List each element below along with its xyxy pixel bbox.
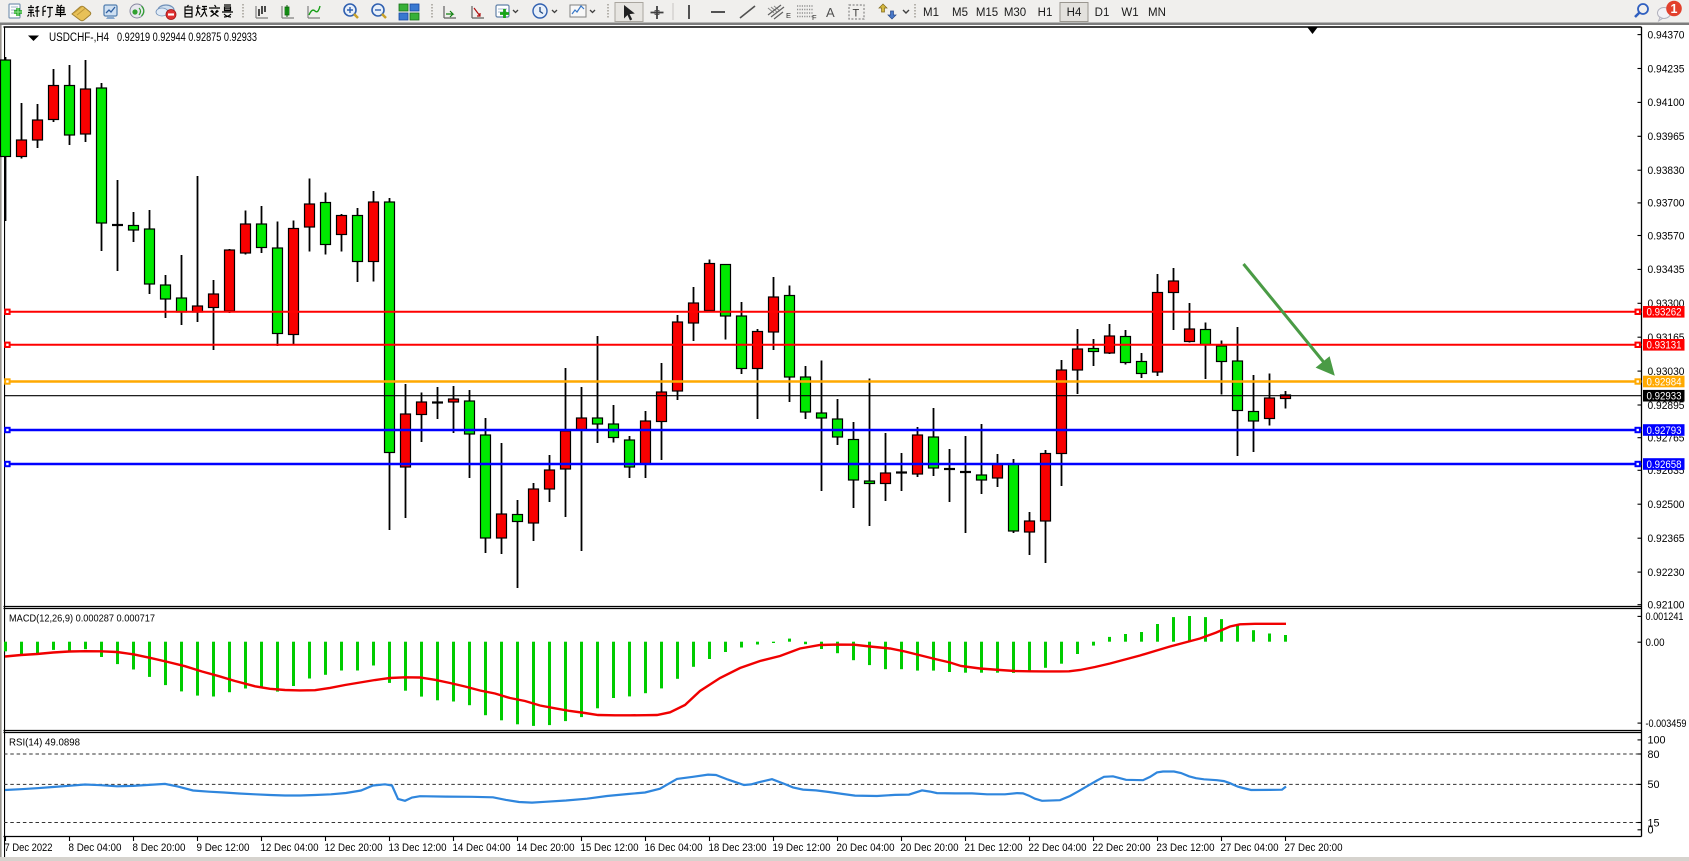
svg-text:14 Dec 20:00: 14 Dec 20:00	[517, 842, 575, 854]
svg-text:H1: H1	[1038, 7, 1053, 19]
svg-text:0.93262: 0.93262	[1647, 307, 1682, 319]
svg-text:M5: M5	[952, 7, 968, 19]
svg-text:27 Dec 20:00: 27 Dec 20:00	[1285, 842, 1343, 854]
svg-text:USDCHF-,H4: USDCHF-,H4	[49, 32, 110, 44]
svg-text:0.93570: 0.93570	[1648, 230, 1685, 242]
svg-text:0.93700: 0.93700	[1648, 198, 1685, 210]
svg-text:80: 80	[1648, 749, 1660, 761]
svg-text:T: T	[853, 8, 860, 20]
svg-text:-0.003459: -0.003459	[1646, 718, 1687, 730]
svg-text:0.92500: 0.92500	[1648, 499, 1685, 511]
svg-text:100: 100	[1648, 735, 1666, 747]
svg-text:14 Dec 04:00: 14 Dec 04:00	[453, 842, 511, 854]
svg-text:M15: M15	[976, 7, 998, 19]
svg-text:0.92658: 0.92658	[1647, 459, 1682, 471]
svg-text:A: A	[826, 5, 835, 20]
svg-text:M1: M1	[923, 7, 939, 19]
svg-text:22 Dec 20:00: 22 Dec 20:00	[1093, 842, 1151, 854]
svg-text:20 Dec 04:00: 20 Dec 04:00	[837, 842, 895, 854]
svg-text:21 Dec 12:00: 21 Dec 12:00	[965, 842, 1023, 854]
svg-text:7 Dec 2022: 7 Dec 2022	[5, 842, 53, 854]
svg-text:0.92365: 0.92365	[1648, 533, 1685, 545]
svg-text:19 Dec 12:00: 19 Dec 12:00	[773, 842, 831, 854]
svg-text:0.92230: 0.92230	[1648, 567, 1685, 579]
svg-text:20 Dec 20:00: 20 Dec 20:00	[901, 842, 959, 854]
svg-text:0.94235: 0.94235	[1648, 63, 1685, 75]
svg-text:15 Dec 12:00: 15 Dec 12:00	[581, 842, 639, 854]
svg-text:0.93830: 0.93830	[1648, 165, 1685, 177]
svg-text:0.93131: 0.93131	[1647, 340, 1682, 352]
svg-text:13 Dec 12:00: 13 Dec 12:00	[389, 842, 447, 854]
svg-text:RSI(14) 49.0898: RSI(14) 49.0898	[9, 737, 80, 749]
svg-text:D1: D1	[1095, 7, 1110, 19]
svg-text:0.94370: 0.94370	[1648, 29, 1685, 41]
svg-text:22 Dec 04:00: 22 Dec 04:00	[1029, 842, 1087, 854]
svg-text:0.93435: 0.93435	[1648, 264, 1685, 276]
svg-text:F: F	[812, 13, 817, 22]
svg-text:0.92100: 0.92100	[1648, 600, 1685, 612]
svg-text:23 Dec 12:00: 23 Dec 12:00	[1157, 842, 1215, 854]
svg-text:M30: M30	[1004, 7, 1026, 19]
svg-text:50: 50	[1648, 779, 1660, 791]
svg-text:8 Dec 20:00: 8 Dec 20:00	[133, 842, 186, 854]
svg-text:27 Dec 04:00: 27 Dec 04:00	[1221, 842, 1279, 854]
svg-text:15: 15	[1648, 817, 1660, 829]
svg-text:MACD(12,26,9) 0.000287 0.00071: MACD(12,26,9) 0.000287 0.000717	[9, 613, 155, 625]
svg-text:0.92919 0.92944 0.92875 0.9293: 0.92919 0.92944 0.92875 0.92933	[117, 32, 257, 44]
svg-text:12 Dec 04:00: 12 Dec 04:00	[261, 842, 319, 854]
svg-text:0.92984: 0.92984	[1647, 376, 1682, 388]
svg-text:18 Dec 23:00: 18 Dec 23:00	[709, 842, 767, 854]
svg-text:0.00: 0.00	[1646, 637, 1665, 649]
svg-text:MN: MN	[1148, 7, 1166, 19]
svg-text:0.001241: 0.001241	[1646, 611, 1684, 623]
svg-text:0.92895: 0.92895	[1648, 400, 1685, 412]
svg-text:12 Dec 20:00: 12 Dec 20:00	[325, 842, 383, 854]
svg-text:1: 1	[1671, 2, 1678, 16]
svg-text:W1: W1	[1121, 7, 1138, 19]
svg-text:8 Dec 04:00: 8 Dec 04:00	[69, 842, 122, 854]
svg-text:0: 0	[1648, 825, 1654, 837]
svg-text:0.92793: 0.92793	[1647, 425, 1682, 437]
svg-text:0.93030: 0.93030	[1648, 366, 1685, 378]
svg-text:0.93965: 0.93965	[1648, 131, 1685, 143]
svg-text:H4: H4	[1067, 7, 1082, 19]
svg-text:0.92933: 0.92933	[1647, 391, 1682, 403]
svg-text:9 Dec 12:00: 9 Dec 12:00	[197, 842, 250, 854]
svg-text:E: E	[786, 11, 791, 20]
svg-text:0.94100: 0.94100	[1648, 97, 1685, 109]
svg-text:16 Dec 04:00: 16 Dec 04:00	[645, 842, 703, 854]
